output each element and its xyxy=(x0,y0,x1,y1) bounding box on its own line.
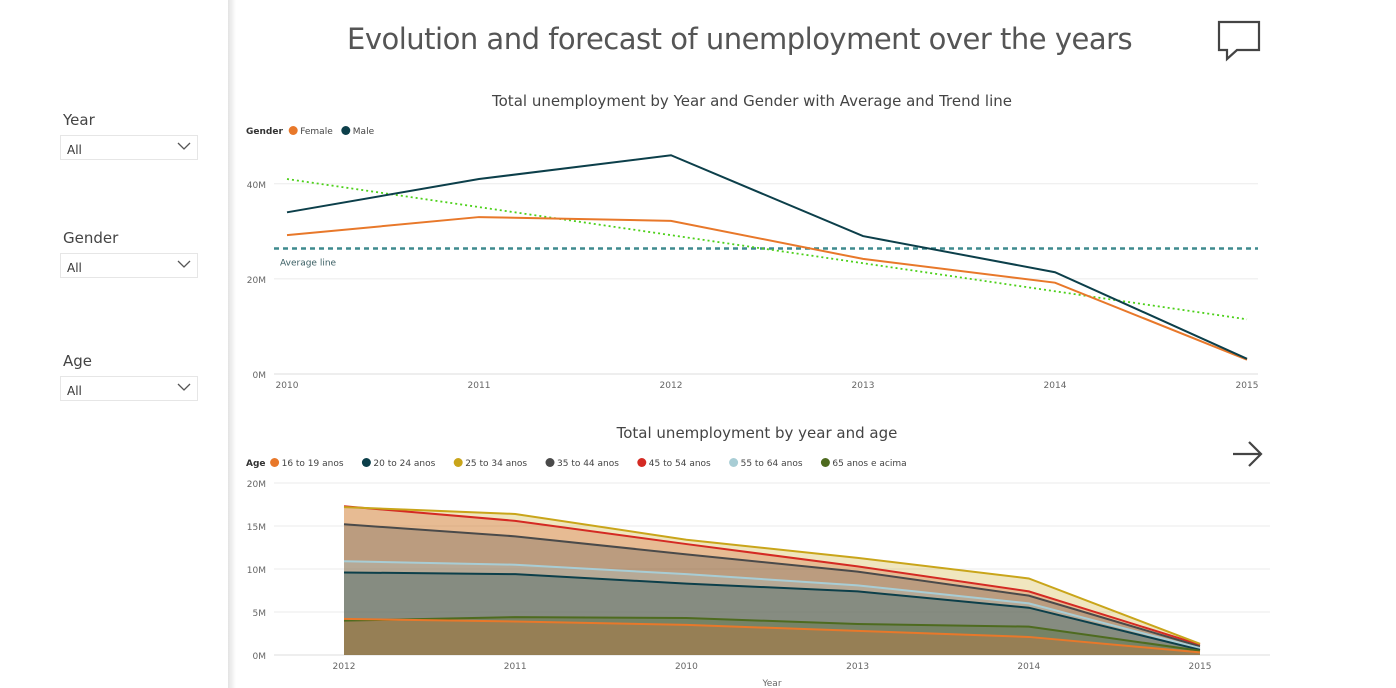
chart1-y-tick: 0M xyxy=(253,371,267,381)
chart1-x-tick: 2013 xyxy=(852,381,875,391)
age-slicer-title: Age xyxy=(63,352,93,370)
arrow-right-icon[interactable] xyxy=(1230,438,1266,470)
gender-slicer: Gender All xyxy=(60,229,198,278)
chart2-x-tick: 2015 xyxy=(1189,662,1212,672)
chart2-x-axis-label: Year xyxy=(761,679,781,688)
age-dropdown[interactable]: All xyxy=(60,376,198,401)
chart2-legend-item: 65 anos e acima xyxy=(832,459,906,469)
year-slicer: Year All xyxy=(60,111,198,160)
chart1-title: Total unemployment by Year and Gender wi… xyxy=(491,92,1012,110)
filter-pane: Year All Gender All Age All xyxy=(0,0,228,688)
chart1-x-tick: 2015 xyxy=(1236,381,1259,391)
chart1-legend-marker xyxy=(341,126,351,135)
chart2-legend-marker xyxy=(729,458,739,467)
chart2-series-line xyxy=(343,505,1201,646)
page-title: Evolution and forecast of unemployment o… xyxy=(347,22,1133,56)
chart1-x-tick: 2011 xyxy=(468,381,491,391)
chart2-series-line xyxy=(343,617,1201,654)
chart1-x-tick: 2012 xyxy=(660,381,683,391)
chart2-x-tick: 2012 xyxy=(333,662,356,672)
year-dropdown-value: All xyxy=(67,143,82,157)
chart2-legend-marker xyxy=(820,458,830,467)
chart1-series-line xyxy=(286,154,1248,360)
chart1-legend-marker xyxy=(288,126,298,135)
chart2-y-tick: 5M xyxy=(253,609,267,619)
gender-slicer-title: Gender xyxy=(63,229,119,247)
chart2-legend-item: 55 to 64 anos xyxy=(741,459,803,469)
chart2-x-tick: 2013 xyxy=(846,662,869,672)
year-dropdown[interactable]: All xyxy=(60,135,198,160)
chart1-series-line xyxy=(286,216,1248,361)
chart2-y-tick: 15M xyxy=(247,523,266,533)
chart2-series-line xyxy=(343,506,1201,645)
age-dropdown-value: All xyxy=(67,384,82,398)
chart2-legend-item: 25 to 34 anos xyxy=(465,459,527,469)
chart1-x-tick: 2014 xyxy=(1044,381,1067,391)
chart2-y-tick: 20M xyxy=(247,480,266,490)
chevron-down-icon xyxy=(177,383,191,391)
chart2-area-fill xyxy=(344,618,1200,655)
chart2-y-tick: 10M xyxy=(247,566,266,576)
comment-icon[interactable] xyxy=(1216,20,1262,62)
sidebar-divider xyxy=(228,0,236,688)
chart1-y-tick: 20M xyxy=(247,276,266,286)
chart2-legend-item: 45 to 54 anos xyxy=(649,459,711,469)
chart2-legend-item: 35 to 44 anos xyxy=(557,459,619,469)
chart2-legend-marker xyxy=(361,458,371,467)
chart2-legend-marker xyxy=(453,458,463,467)
chart1-y-tick: 40M xyxy=(247,181,266,191)
chart2-x-tick: 2010 xyxy=(675,662,698,672)
chart2-series-line xyxy=(343,571,1201,651)
chart2-title: Total unemployment by year and age xyxy=(616,424,898,442)
chart2-y-tick: 0M xyxy=(253,652,267,662)
chevron-down-icon xyxy=(177,142,191,150)
year-slicer-title: Year xyxy=(63,111,95,129)
gender-dropdown[interactable]: All xyxy=(60,253,198,278)
chart1-legend-item: Male xyxy=(353,127,375,137)
chart2-x-tick: 2014 xyxy=(1017,662,1040,672)
gender-dropdown-value: All xyxy=(67,261,82,275)
chevron-down-icon xyxy=(177,260,191,268)
chart2-area-fill xyxy=(344,572,1200,655)
chart2-legend-marker xyxy=(545,458,555,467)
chart2-legend-item: 16 to 19 anos xyxy=(282,459,344,469)
chart1-x-tick: 2010 xyxy=(276,381,299,391)
chart2-legend-item: 20 to 24 anos xyxy=(373,459,435,469)
chart2-series-line xyxy=(343,616,1201,652)
chart2-series-line xyxy=(343,560,1201,650)
chart2-area-fill xyxy=(344,561,1200,655)
chart1-legend-item: Female xyxy=(300,127,333,137)
chart2-legend-marker xyxy=(637,458,647,467)
chart1-trend-line xyxy=(286,178,1248,321)
chart1-average-label: Average line xyxy=(280,258,337,268)
chart2-legend-marker xyxy=(270,458,280,467)
chart2-series-line xyxy=(343,523,1201,648)
chart2-x-tick: 2011 xyxy=(504,662,527,672)
chart1-legend-title: Gender xyxy=(246,127,283,137)
age-slicer: Age All xyxy=(60,352,198,401)
chart2-legend-title: Age xyxy=(246,459,266,469)
